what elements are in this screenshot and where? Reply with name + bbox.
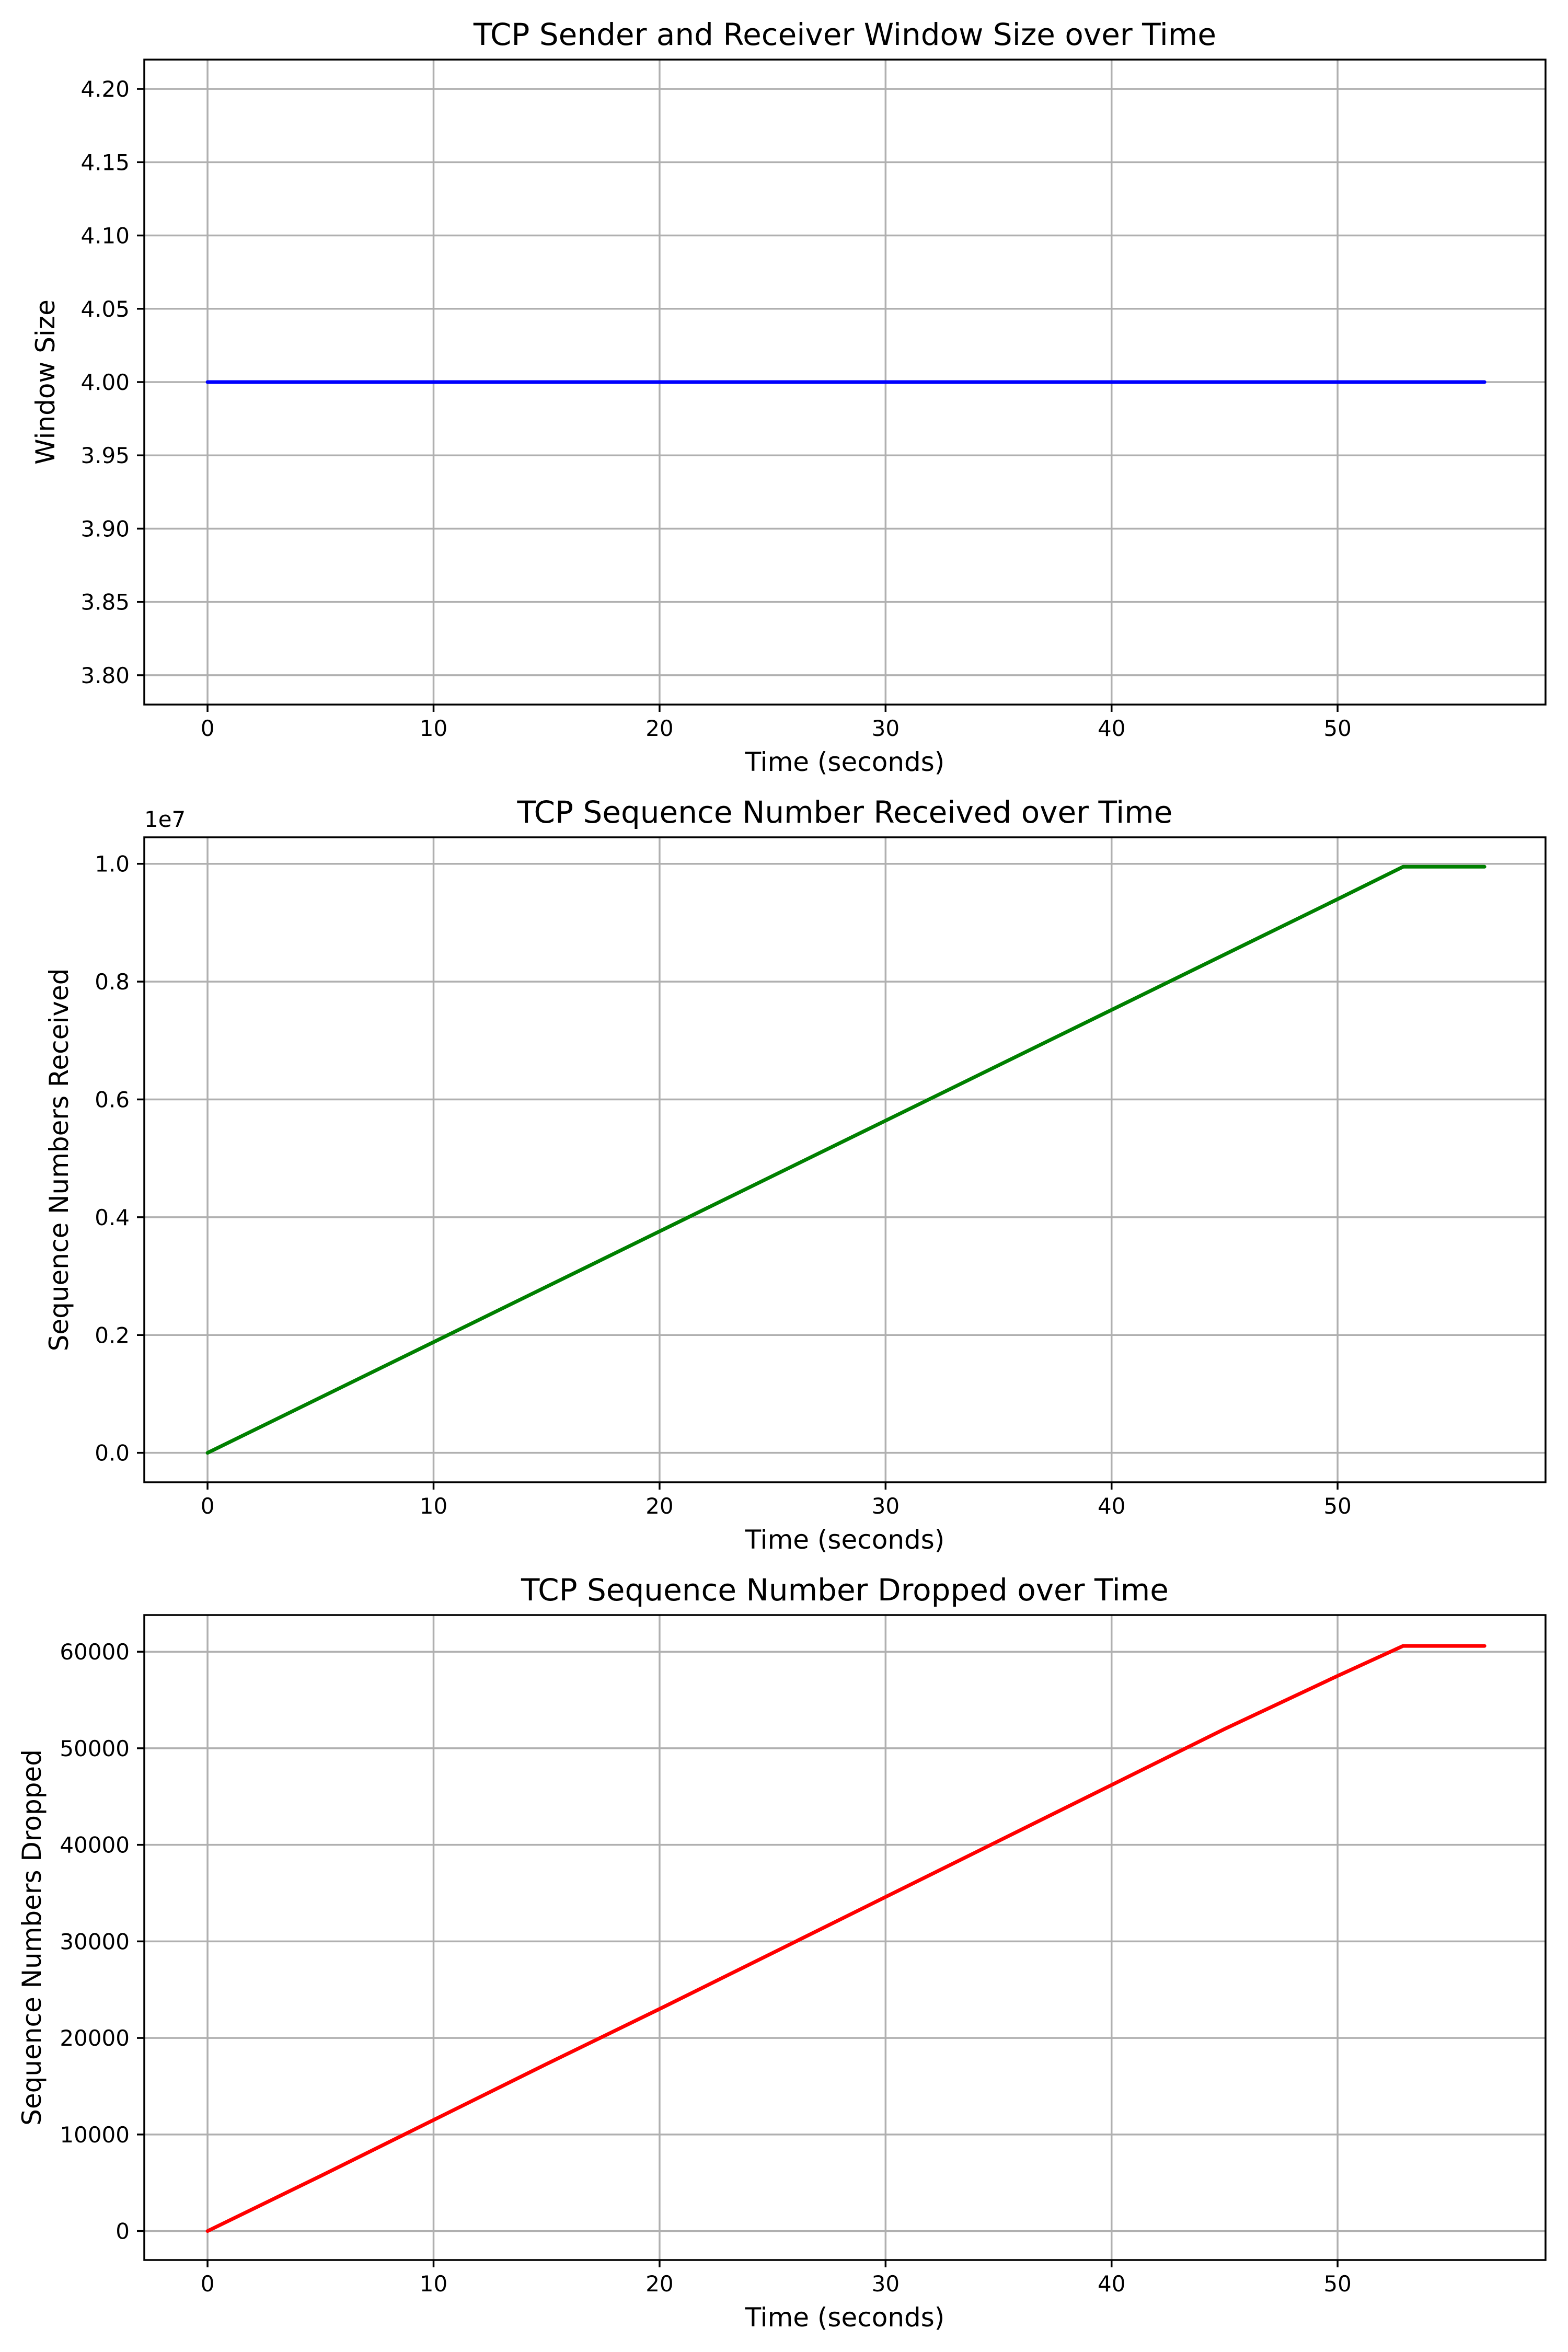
y-tick-label: 0.8	[95, 969, 130, 995]
x-tick-label: 20	[645, 2271, 673, 2297]
x-tick-label: 0	[201, 1493, 215, 1519]
window-size-title: TCP Sender and Receiver Window Size over…	[473, 17, 1216, 52]
y-tick-label: 3.90	[80, 516, 130, 541]
y-tick-label: 1.0	[95, 851, 130, 877]
x-tick-label: 20	[645, 716, 673, 741]
y-tick-label: 30000	[60, 1929, 130, 1954]
sequence-dropped-title: TCP Sequence Number Dropped over Time	[521, 1572, 1169, 1608]
sequence-received-title: TCP Sequence Number Received over Time	[517, 794, 1173, 830]
x-tick-label: 50	[1323, 716, 1351, 741]
window-size-panel: 0 10 20 30 40 50 3.80 3.85 3.90 3.95 4.00 4.05 4.10 4…	[30, 17, 1547, 777]
x-tick-label: 10	[420, 716, 447, 741]
axes-frame	[143, 1614, 1547, 2261]
y-tick-label: 0	[116, 2219, 130, 2244]
x-tick-label: 30	[872, 2271, 900, 2297]
y-axis-label: Sequence Numbers Received	[44, 969, 74, 1352]
y-tick-label: 20000	[60, 2025, 130, 2051]
x-tick-label: 20	[645, 1493, 673, 1519]
x-tick-label: 10	[420, 1493, 447, 1519]
y-tick-label: 4.05	[80, 296, 130, 322]
x-tick-label: 50	[1323, 1493, 1351, 1519]
y-tick-label: 4.10	[80, 223, 130, 249]
x-axis-label: Time (seconds)	[745, 2302, 945, 2333]
x-axis-label: Time (seconds)	[745, 1525, 945, 1555]
y-tick-label: 10000	[60, 2122, 130, 2148]
x-tick-label: 40	[1098, 2271, 1125, 2297]
x-tick-label: 30	[872, 716, 900, 741]
y-tick-label: 40000	[60, 1832, 130, 1858]
x-tick-label: 50	[1323, 2271, 1351, 2297]
y-tick-label: 0.0	[95, 1440, 130, 1466]
y-tick-label: 0.2	[95, 1322, 130, 1348]
x-axis-label: Time (seconds)	[745, 747, 945, 777]
y-tick-label: 3.80	[80, 663, 130, 688]
y-tick-label: 4.20	[80, 76, 130, 102]
y-tick-label: 50000	[60, 1736, 130, 1761]
x-tick-label: 0	[201, 716, 215, 741]
y-tick-label: 3.85	[80, 590, 130, 615]
y-tick-label: 4.00	[80, 370, 130, 395]
sequence-received-panel: 0 10 20 30 40 50 0.0 0.2 0.4 0.6 0.8 1.0 TCP Sequenc…	[44, 794, 1547, 1555]
y-tick-label: 0.4	[95, 1205, 130, 1230]
y-tick-label: 0.6	[95, 1087, 130, 1112]
x-tick-label: 30	[872, 1493, 900, 1519]
axes-frame	[143, 836, 1547, 1483]
y-tick-label: 3.95	[80, 443, 130, 468]
x-tick-label: 0	[201, 2271, 215, 2297]
y-tick-label: 60000	[60, 1639, 130, 1665]
y-axis-label: Sequence Numbers Dropped	[17, 1749, 47, 2126]
axis-offset-label: 1e7	[144, 806, 186, 832]
x-tick-label: 40	[1098, 1493, 1125, 1519]
sequence-dropped-panel: 0 10 20 30 40 50 0 10000 20000 30000 40000 50000 600…	[17, 1572, 1547, 2333]
x-tick-label: 10	[420, 2271, 447, 2297]
y-axis-label: Window Size	[30, 299, 61, 465]
y-tick-label: 4.15	[80, 149, 130, 175]
sequence-received-series-line	[205, 864, 1486, 1455]
x-tick-label: 40	[1098, 716, 1125, 741]
sequence-dropped-series-line	[205, 1644, 1486, 2233]
